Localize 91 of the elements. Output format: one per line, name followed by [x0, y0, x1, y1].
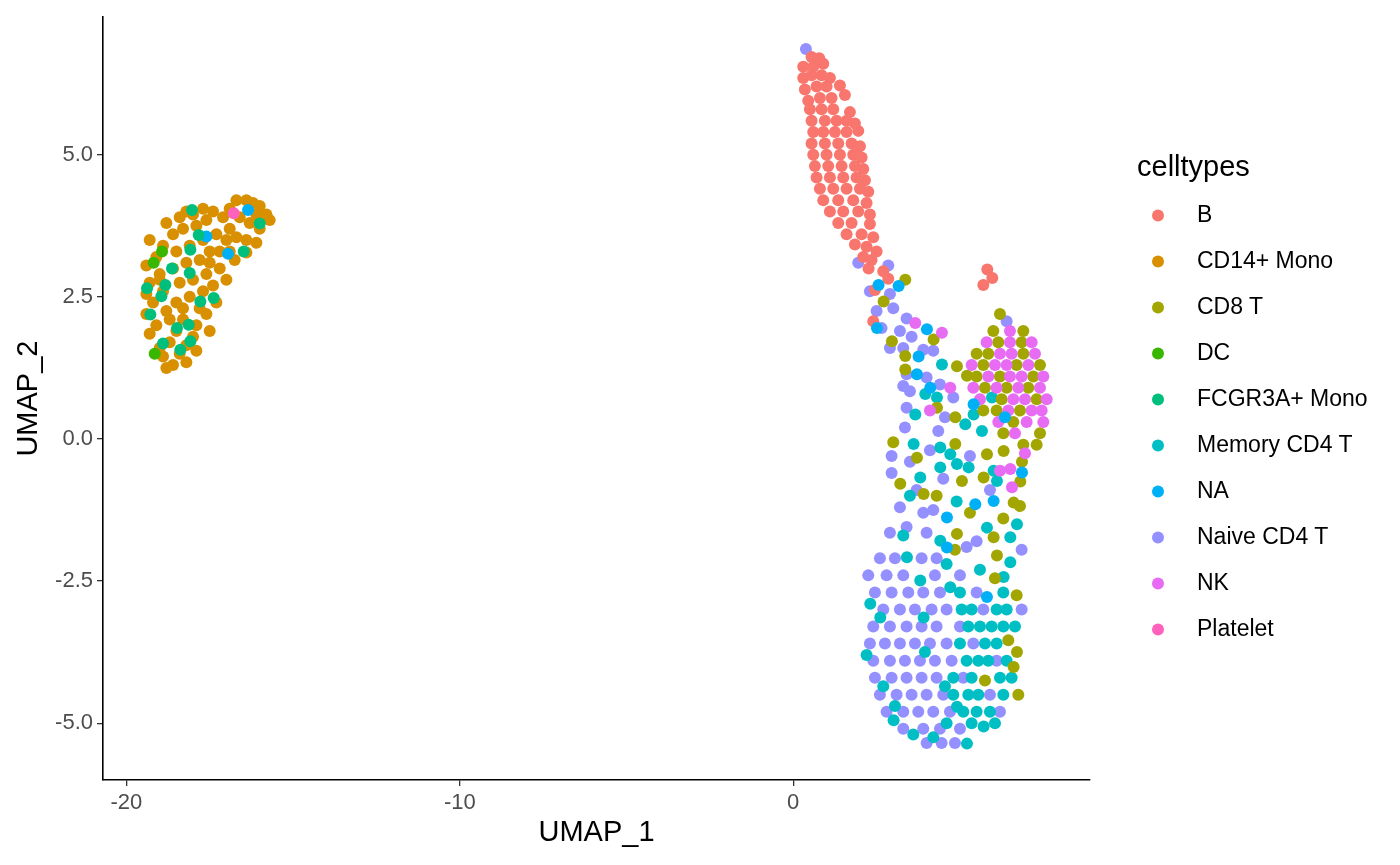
point [1037, 370, 1050, 383]
point [1033, 381, 1046, 394]
point [183, 266, 196, 279]
point [1005, 347, 1018, 360]
point [935, 326, 948, 339]
point [253, 217, 266, 230]
point [940, 541, 953, 554]
point [923, 404, 936, 417]
legend-title: celltypes [1137, 149, 1250, 182]
point [969, 498, 982, 511]
legend-label: NA [1197, 476, 1230, 503]
point [1040, 393, 1053, 406]
y-tick-label: 0.0 [62, 425, 93, 451]
point [1020, 415, 1033, 428]
point [1003, 370, 1016, 383]
legend-label: CD14+ Mono [1197, 246, 1334, 273]
point [1015, 466, 1028, 479]
point [912, 350, 925, 363]
point [1025, 404, 1038, 417]
point [194, 295, 207, 308]
point [1003, 336, 1016, 349]
point [998, 411, 1011, 424]
point [182, 318, 195, 331]
point [1018, 447, 1031, 460]
point [1003, 324, 1016, 337]
y-tick-label: -2.5 [55, 567, 93, 593]
point [1037, 415, 1050, 428]
point [924, 381, 937, 394]
x-tick-label: 0 [787, 789, 800, 815]
point [987, 494, 1000, 507]
legend-label: NK [1197, 568, 1230, 595]
point [155, 290, 168, 303]
point [909, 317, 922, 329]
legend-label: Platelet [1197, 614, 1275, 641]
point [144, 308, 157, 321]
legend-label: B [1197, 200, 1213, 227]
point [993, 464, 1006, 477]
point [1004, 463, 1017, 476]
point [892, 280, 905, 293]
point [148, 347, 161, 360]
point [1018, 393, 1031, 406]
point [993, 347, 1006, 360]
point [1008, 427, 1021, 440]
point [967, 381, 980, 394]
legend-label: CD8 T [1197, 292, 1264, 319]
x-axis-title: UMAP_1 [538, 814, 655, 847]
point [872, 278, 885, 291]
point [988, 359, 1001, 372]
point [184, 335, 197, 348]
legend-label: Memory CD4 T [1197, 430, 1353, 457]
x-tick-label: -20 [110, 789, 143, 815]
point [1025, 336, 1038, 349]
y-tick-label: 2.5 [62, 282, 93, 308]
point [242, 203, 255, 216]
point [186, 203, 199, 216]
point [192, 228, 205, 241]
point [1015, 370, 1028, 383]
point [156, 245, 169, 258]
point [141, 282, 154, 295]
point [174, 343, 187, 356]
point [207, 291, 220, 304]
point [147, 256, 160, 269]
y-axis-title: UMAP_2 [11, 340, 44, 457]
point [910, 368, 923, 381]
point [967, 398, 980, 411]
point [1035, 404, 1048, 417]
point [965, 359, 978, 372]
point [980, 336, 993, 349]
point [227, 207, 240, 220]
point [1022, 359, 1035, 372]
x-tick-label: -10 [443, 789, 476, 815]
point [920, 323, 933, 336]
legend-label: FCGR3A+ Mono [1197, 384, 1368, 411]
point [1012, 381, 1025, 394]
point [982, 370, 995, 383]
point [990, 381, 1003, 394]
point [1007, 393, 1020, 406]
point [980, 590, 993, 603]
point [1005, 481, 1018, 494]
point [157, 337, 170, 350]
point [1000, 359, 1013, 372]
point [184, 243, 197, 256]
y-tick-label: 5.0 [62, 140, 93, 166]
legend-label: DC [1197, 338, 1231, 365]
point [1028, 347, 1041, 360]
point [944, 381, 957, 394]
point [159, 278, 172, 291]
y-tick-label: -5.0 [55, 709, 93, 735]
point [940, 511, 953, 524]
legend-label: Naive CD4 T [1197, 522, 1329, 549]
point [870, 322, 883, 335]
